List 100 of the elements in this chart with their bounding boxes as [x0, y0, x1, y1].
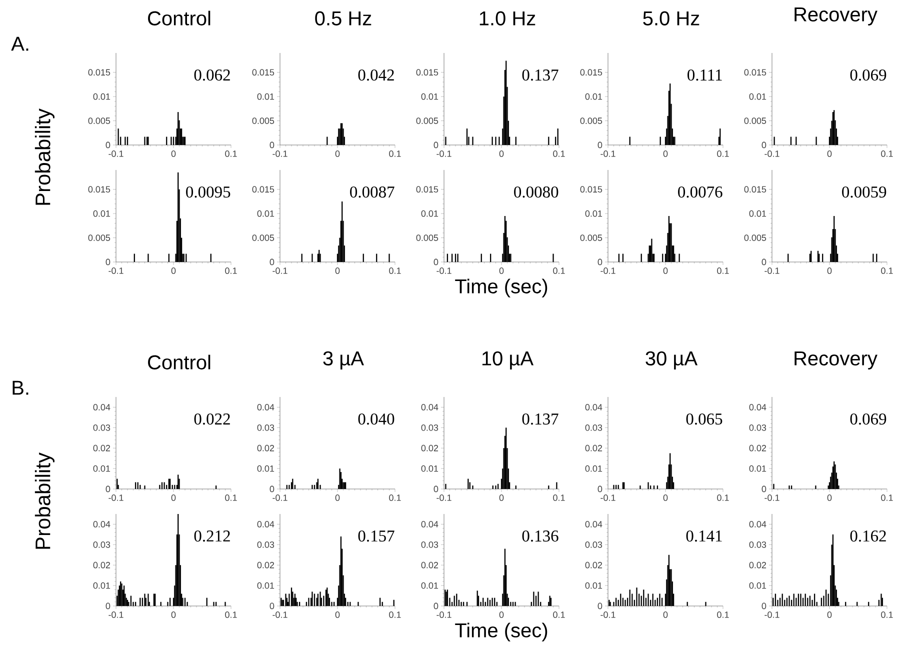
x-tick-label: 0.1	[225, 494, 237, 501]
x-tick-label: -0.1	[764, 268, 780, 274]
x-tick-label: -0.1	[600, 494, 616, 501]
x-tick-label: 0.1	[553, 268, 565, 274]
x-tick-label: 0.1	[389, 150, 401, 157]
annotation: 0.062	[194, 69, 230, 81]
chart-title: 10 µA	[482, 351, 534, 370]
x-tick-label: 0.1	[389, 612, 401, 618]
annotation: 0.042	[358, 69, 394, 81]
y-tick-label: 0.03	[585, 541, 602, 548]
y-tick-label: 0.01	[93, 93, 110, 100]
y-tick-label: 0.015	[252, 186, 274, 193]
y-tick-label: 0.015	[744, 69, 766, 76]
y-tick-label: 0.02	[585, 562, 602, 568]
x-tick-label: 0.1	[881, 268, 893, 274]
y-tick-label: 0.04	[257, 404, 274, 410]
x-tick-label: 0.1	[553, 612, 565, 618]
y-tick-label: 0	[598, 142, 602, 148]
y-tick-label: 0.03	[749, 541, 766, 548]
x-axis-title: Time (sec)	[455, 622, 548, 642]
y-tick-label: 0.015	[88, 186, 110, 193]
x-tick-label: 0	[499, 494, 504, 501]
y-tick-label: 0	[598, 602, 602, 610]
y-tick-label: 0.005	[416, 234, 438, 241]
annotation: 0.141	[686, 530, 722, 542]
x-tick-label: -0.1	[436, 150, 452, 157]
y-tick-label: 0.04	[93, 521, 110, 528]
y-axis-title: Probability	[34, 108, 54, 205]
x-tick-label: 0.1	[717, 612, 729, 618]
y-tick-label: 0.04	[421, 521, 438, 528]
y-tick-label: 0.01	[421, 465, 438, 472]
y-tick-label: 0.005	[416, 118, 438, 124]
y-tick-label: 0.005	[580, 118, 602, 124]
annotation: 0.065	[686, 413, 722, 425]
y-tick-label: 0.01	[257, 582, 274, 589]
y-tick-label: 0.015	[744, 186, 766, 193]
y-tick-label: 0.005	[252, 118, 274, 124]
y-tick-label: 0.03	[93, 541, 110, 548]
y-tick-label: 0	[270, 602, 274, 610]
y-tick-label: 0.03	[257, 541, 274, 548]
y-tick-label: 0.02	[93, 562, 110, 568]
y-tick-label: 0.02	[585, 444, 602, 452]
x-tick-label: -0.1	[436, 612, 452, 618]
y-tick-label: 0.01	[421, 93, 438, 100]
y-tick-label: 0.02	[421, 444, 438, 452]
x-tick-label: 0	[663, 494, 668, 501]
x-tick-label: -0.1	[764, 150, 780, 157]
x-tick-label: 0	[827, 268, 832, 274]
x-tick-label: 0.1	[389, 494, 401, 501]
y-tick-label: 0	[106, 142, 110, 148]
chart-title: 0.5 Hz	[315, 11, 372, 26]
x-tick-label: 0.1	[717, 494, 729, 501]
chart-title: Control	[148, 10, 210, 26]
y-tick-label: 0.01	[93, 582, 110, 589]
x-tick-label: 0	[827, 494, 832, 501]
y-tick-label: 0.01	[257, 465, 274, 472]
y-tick-label: 0	[434, 258, 438, 266]
annotation: 0.136	[522, 530, 558, 542]
y-tick-label: 0.005	[580, 234, 602, 241]
chart-title: 1.0 Hz	[480, 11, 536, 26]
x-tick-label: 0	[663, 612, 668, 618]
annotation: 0.162	[850, 530, 886, 542]
y-tick-label: 0.01	[421, 582, 438, 589]
y-tick-label: 0.04	[93, 404, 110, 410]
x-tick-label: 0.1	[881, 150, 893, 157]
x-tick-label: 0.1	[881, 494, 893, 501]
x-tick-label: 0	[499, 612, 504, 618]
y-tick-label: 0.03	[421, 541, 438, 548]
chart-title: 3 µA	[323, 351, 364, 370]
annotation: 0.137	[522, 413, 558, 425]
y-tick-label: 0	[598, 258, 602, 266]
y-tick-label: 0	[434, 142, 438, 148]
x-axis-title: Time (sec)	[455, 278, 548, 298]
y-tick-label: 0	[762, 486, 766, 492]
y-tick-label: 0.01	[749, 465, 766, 472]
y-tick-label: 0.01	[257, 210, 274, 217]
y-tick-label: 0.04	[257, 521, 274, 528]
annotation: 0.0095	[186, 186, 230, 198]
y-axis-title: Probability	[34, 452, 54, 549]
x-tick-label: 0	[171, 612, 176, 618]
x-tick-label: -0.1	[272, 612, 288, 618]
y-tick-label: 0.015	[252, 69, 274, 76]
annotation: 0.0076	[678, 186, 722, 198]
x-tick-label: -0.1	[108, 494, 124, 501]
x-tick-label: 0.1	[717, 268, 729, 274]
x-tick-label: 0	[663, 150, 668, 157]
y-tick-label: 0.015	[580, 186, 602, 193]
y-tick-label: 0.01	[749, 210, 766, 217]
y-tick-label: 0.03	[585, 424, 602, 431]
x-tick-label: -0.1	[600, 150, 616, 157]
y-tick-label: 0.04	[749, 521, 766, 528]
y-tick-label: 0.005	[88, 234, 110, 241]
y-tick-label: 0	[598, 486, 602, 492]
x-tick-label: -0.1	[272, 268, 288, 274]
x-tick-label: 0.1	[553, 494, 565, 501]
y-tick-label: 0	[106, 486, 110, 492]
y-tick-label: 0.005	[88, 118, 110, 124]
y-tick-label: 0.03	[421, 424, 438, 431]
y-tick-label: 0.01	[421, 210, 438, 217]
x-tick-label: 0	[499, 150, 504, 157]
